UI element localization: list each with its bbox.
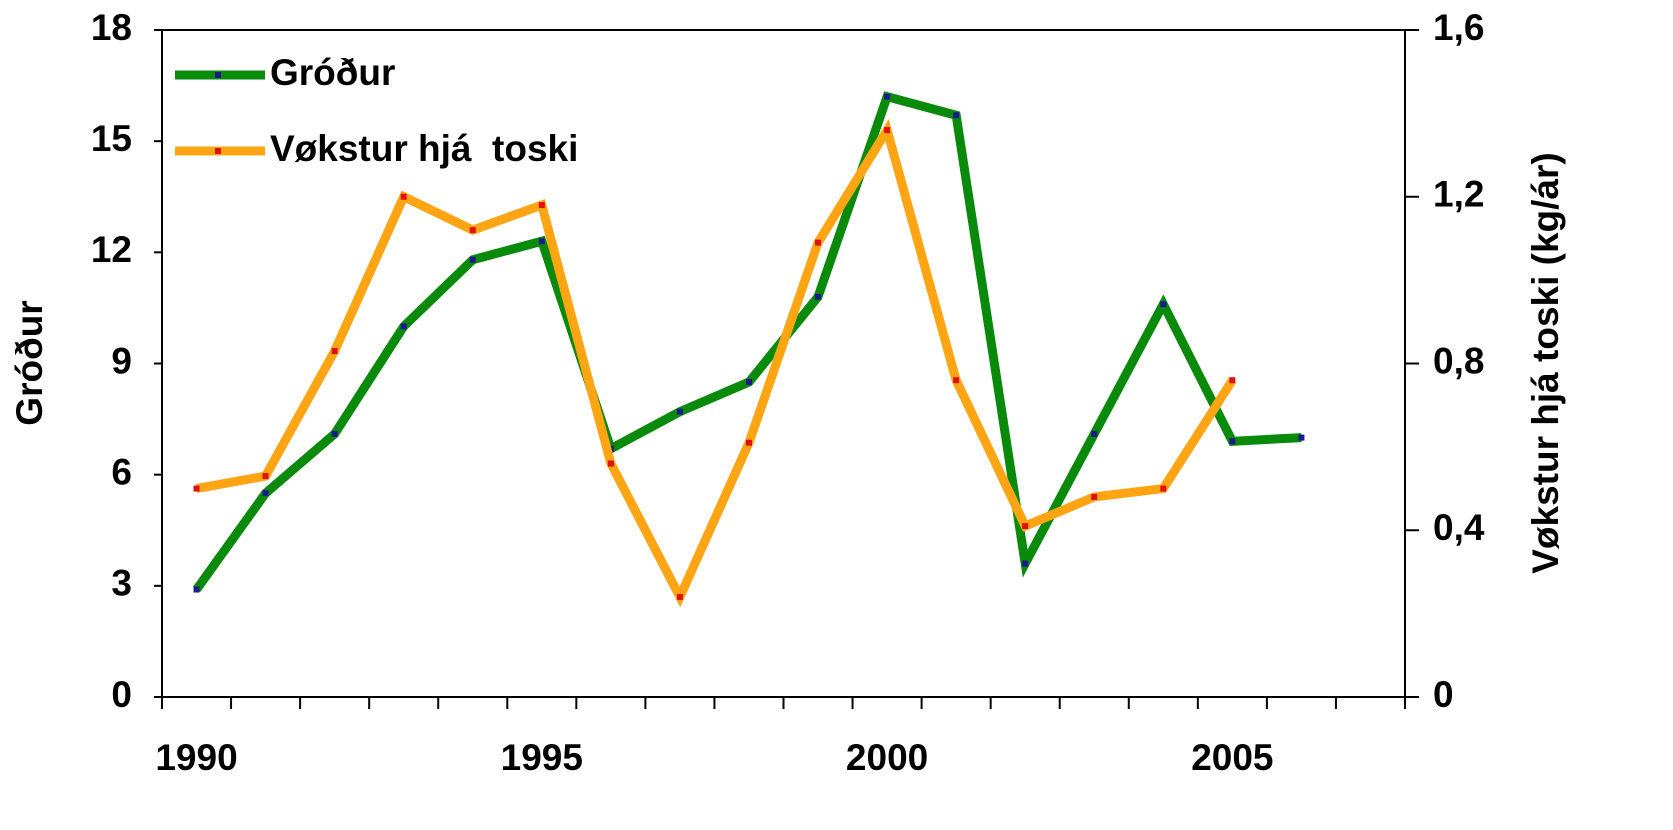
point-marker <box>331 347 338 354</box>
series-line <box>192 91 1302 593</box>
point-marker <box>1298 434 1305 441</box>
point-marker <box>745 379 752 386</box>
y2-axis-label: Vøkstur hjá toski (kg/ár) <box>1525 152 1566 574</box>
point-marker <box>884 93 891 100</box>
x-tick-label: 1995 <box>501 737 583 778</box>
y2-tick-label: 0 <box>1433 674 1454 715</box>
y-tick-label: 3 <box>111 563 132 604</box>
point-marker <box>1229 438 1236 445</box>
point-marker <box>1091 430 1098 437</box>
point-marker <box>262 490 269 497</box>
y-tick-label: 6 <box>111 451 132 492</box>
point-marker <box>953 377 960 384</box>
x-tick-label: 1990 <box>155 737 237 778</box>
legend-marker <box>215 72 221 78</box>
point-marker <box>538 202 545 209</box>
point-marker <box>745 439 752 446</box>
y2-tick-label: 0,8 <box>1433 340 1484 381</box>
legend-label: Vøkstur hjá toski <box>270 128 578 169</box>
point-marker <box>607 460 614 467</box>
point-marker <box>1091 493 1098 500</box>
y-tick-label: 9 <box>111 340 132 381</box>
y2-tick-label: 1,2 <box>1433 174 1484 215</box>
y-tick-label: 0 <box>111 674 132 715</box>
point-marker <box>953 112 960 119</box>
y2-tick-label: 0,4 <box>1433 507 1485 548</box>
point-marker <box>1229 377 1236 384</box>
y-tick-label: 18 <box>91 7 132 48</box>
legend-label: Gróður <box>270 52 395 93</box>
point-marker <box>400 193 407 200</box>
point-marker <box>400 323 407 330</box>
y2-tick-label: 1,6 <box>1433 7 1484 48</box>
legend-marker <box>215 148 221 154</box>
point-marker <box>884 127 891 134</box>
point-marker <box>815 293 822 300</box>
point-marker <box>676 593 683 600</box>
point-marker <box>193 586 200 593</box>
y-axis-label: Gróður <box>9 300 50 425</box>
point-marker <box>1022 560 1029 567</box>
point-marker <box>262 473 269 480</box>
point-marker <box>676 408 683 415</box>
point-marker <box>331 430 338 437</box>
series-line <box>195 118 1237 608</box>
point-marker <box>815 239 822 246</box>
point-marker <box>469 256 476 263</box>
point-marker <box>193 485 200 492</box>
y-tick-label: 15 <box>91 118 132 159</box>
x-tick-label: 2000 <box>846 737 928 778</box>
point-marker <box>1160 301 1167 308</box>
point-marker <box>1022 523 1029 530</box>
point-marker <box>1160 485 1167 492</box>
y-tick-label: 12 <box>91 229 132 270</box>
x-tick-label: 2005 <box>1191 737 1273 778</box>
point-marker <box>538 238 545 245</box>
point-marker <box>469 227 476 234</box>
